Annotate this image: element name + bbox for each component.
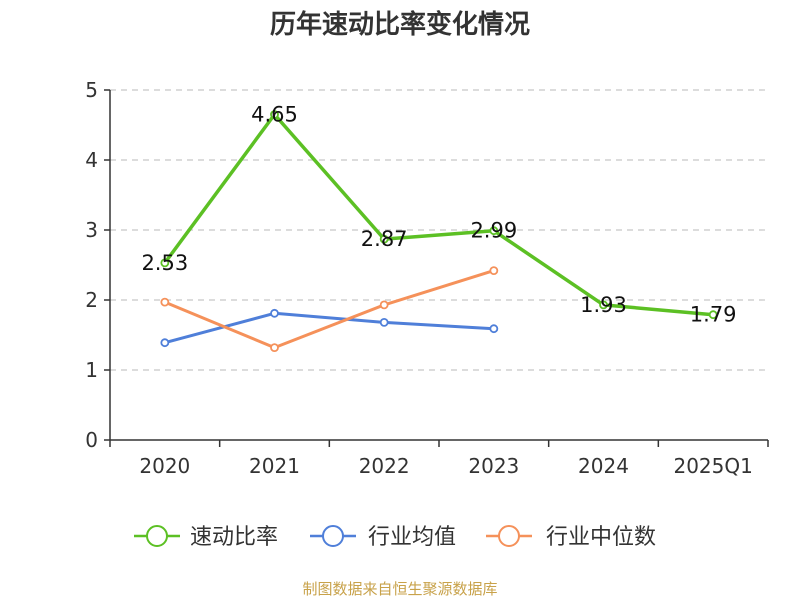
x-tick-label: 2025Q1 (673, 454, 752, 478)
y-tick-label: 5 (85, 78, 98, 102)
y-tick-label: 1 (85, 358, 98, 382)
data-label: 2.99 (470, 219, 517, 243)
x-tick-label: 2024 (578, 454, 629, 478)
data-label: 1.93 (580, 293, 627, 317)
series-line-2 (164, 269, 495, 350)
source-note: 制图数据来自恒生聚源数据库 (302, 580, 498, 598)
chart-title: 历年速动比率变化情况 (269, 10, 530, 40)
y-tick-label: 0 (85, 428, 98, 452)
data-label: 2.87 (361, 227, 408, 251)
grid-lines (110, 89, 768, 371)
legend: 速动比率 行业均值 行业中位数 (134, 525, 656, 550)
data-point (270, 308, 279, 318)
data-label: 2.53 (141, 251, 188, 275)
legend-marker-0 (146, 525, 168, 547)
series-line-0 (163, 112, 714, 317)
data-point (379, 300, 389, 310)
data-point (270, 343, 279, 353)
data-point (160, 338, 170, 348)
legend-label: 行业均值 (368, 525, 456, 550)
data-point (379, 317, 389, 327)
data-point (489, 266, 499, 276)
y-tick-label: 2 (85, 288, 98, 312)
y-tick-label: 4 (85, 148, 98, 172)
data-labels: 2.53 4.65 2.87 2.99 1.93 1.79 (141, 103, 736, 327)
data-point (489, 226, 499, 236)
y-tick-label: 3 (85, 218, 98, 242)
series-lines (160, 110, 718, 353)
x-tick-label: 2020 (139, 454, 190, 478)
x-tick-label: 2023 (468, 454, 519, 478)
x-tick-label: 2021 (249, 454, 300, 478)
data-point (160, 297, 170, 307)
data-point (160, 258, 170, 268)
data-point (599, 300, 608, 310)
x-tick-label: 2022 (359, 454, 410, 478)
series-line-1 (164, 311, 494, 345)
data-point (270, 110, 279, 119)
axes: 0 1 2 3 4 5 2020 2021 2022 2023 2024 2025Q1 (85, 78, 769, 478)
data-point (379, 234, 389, 244)
legend-label: 速动比率 (190, 525, 278, 550)
data-point (489, 324, 499, 334)
data-point (708, 310, 718, 320)
data-label: 1.79 (690, 303, 737, 327)
legend-marker-2 (498, 525, 520, 547)
data-label: 4.65 (251, 103, 298, 127)
legend-marker-1 (322, 525, 344, 547)
legend-label: 行业中位数 (546, 525, 656, 550)
